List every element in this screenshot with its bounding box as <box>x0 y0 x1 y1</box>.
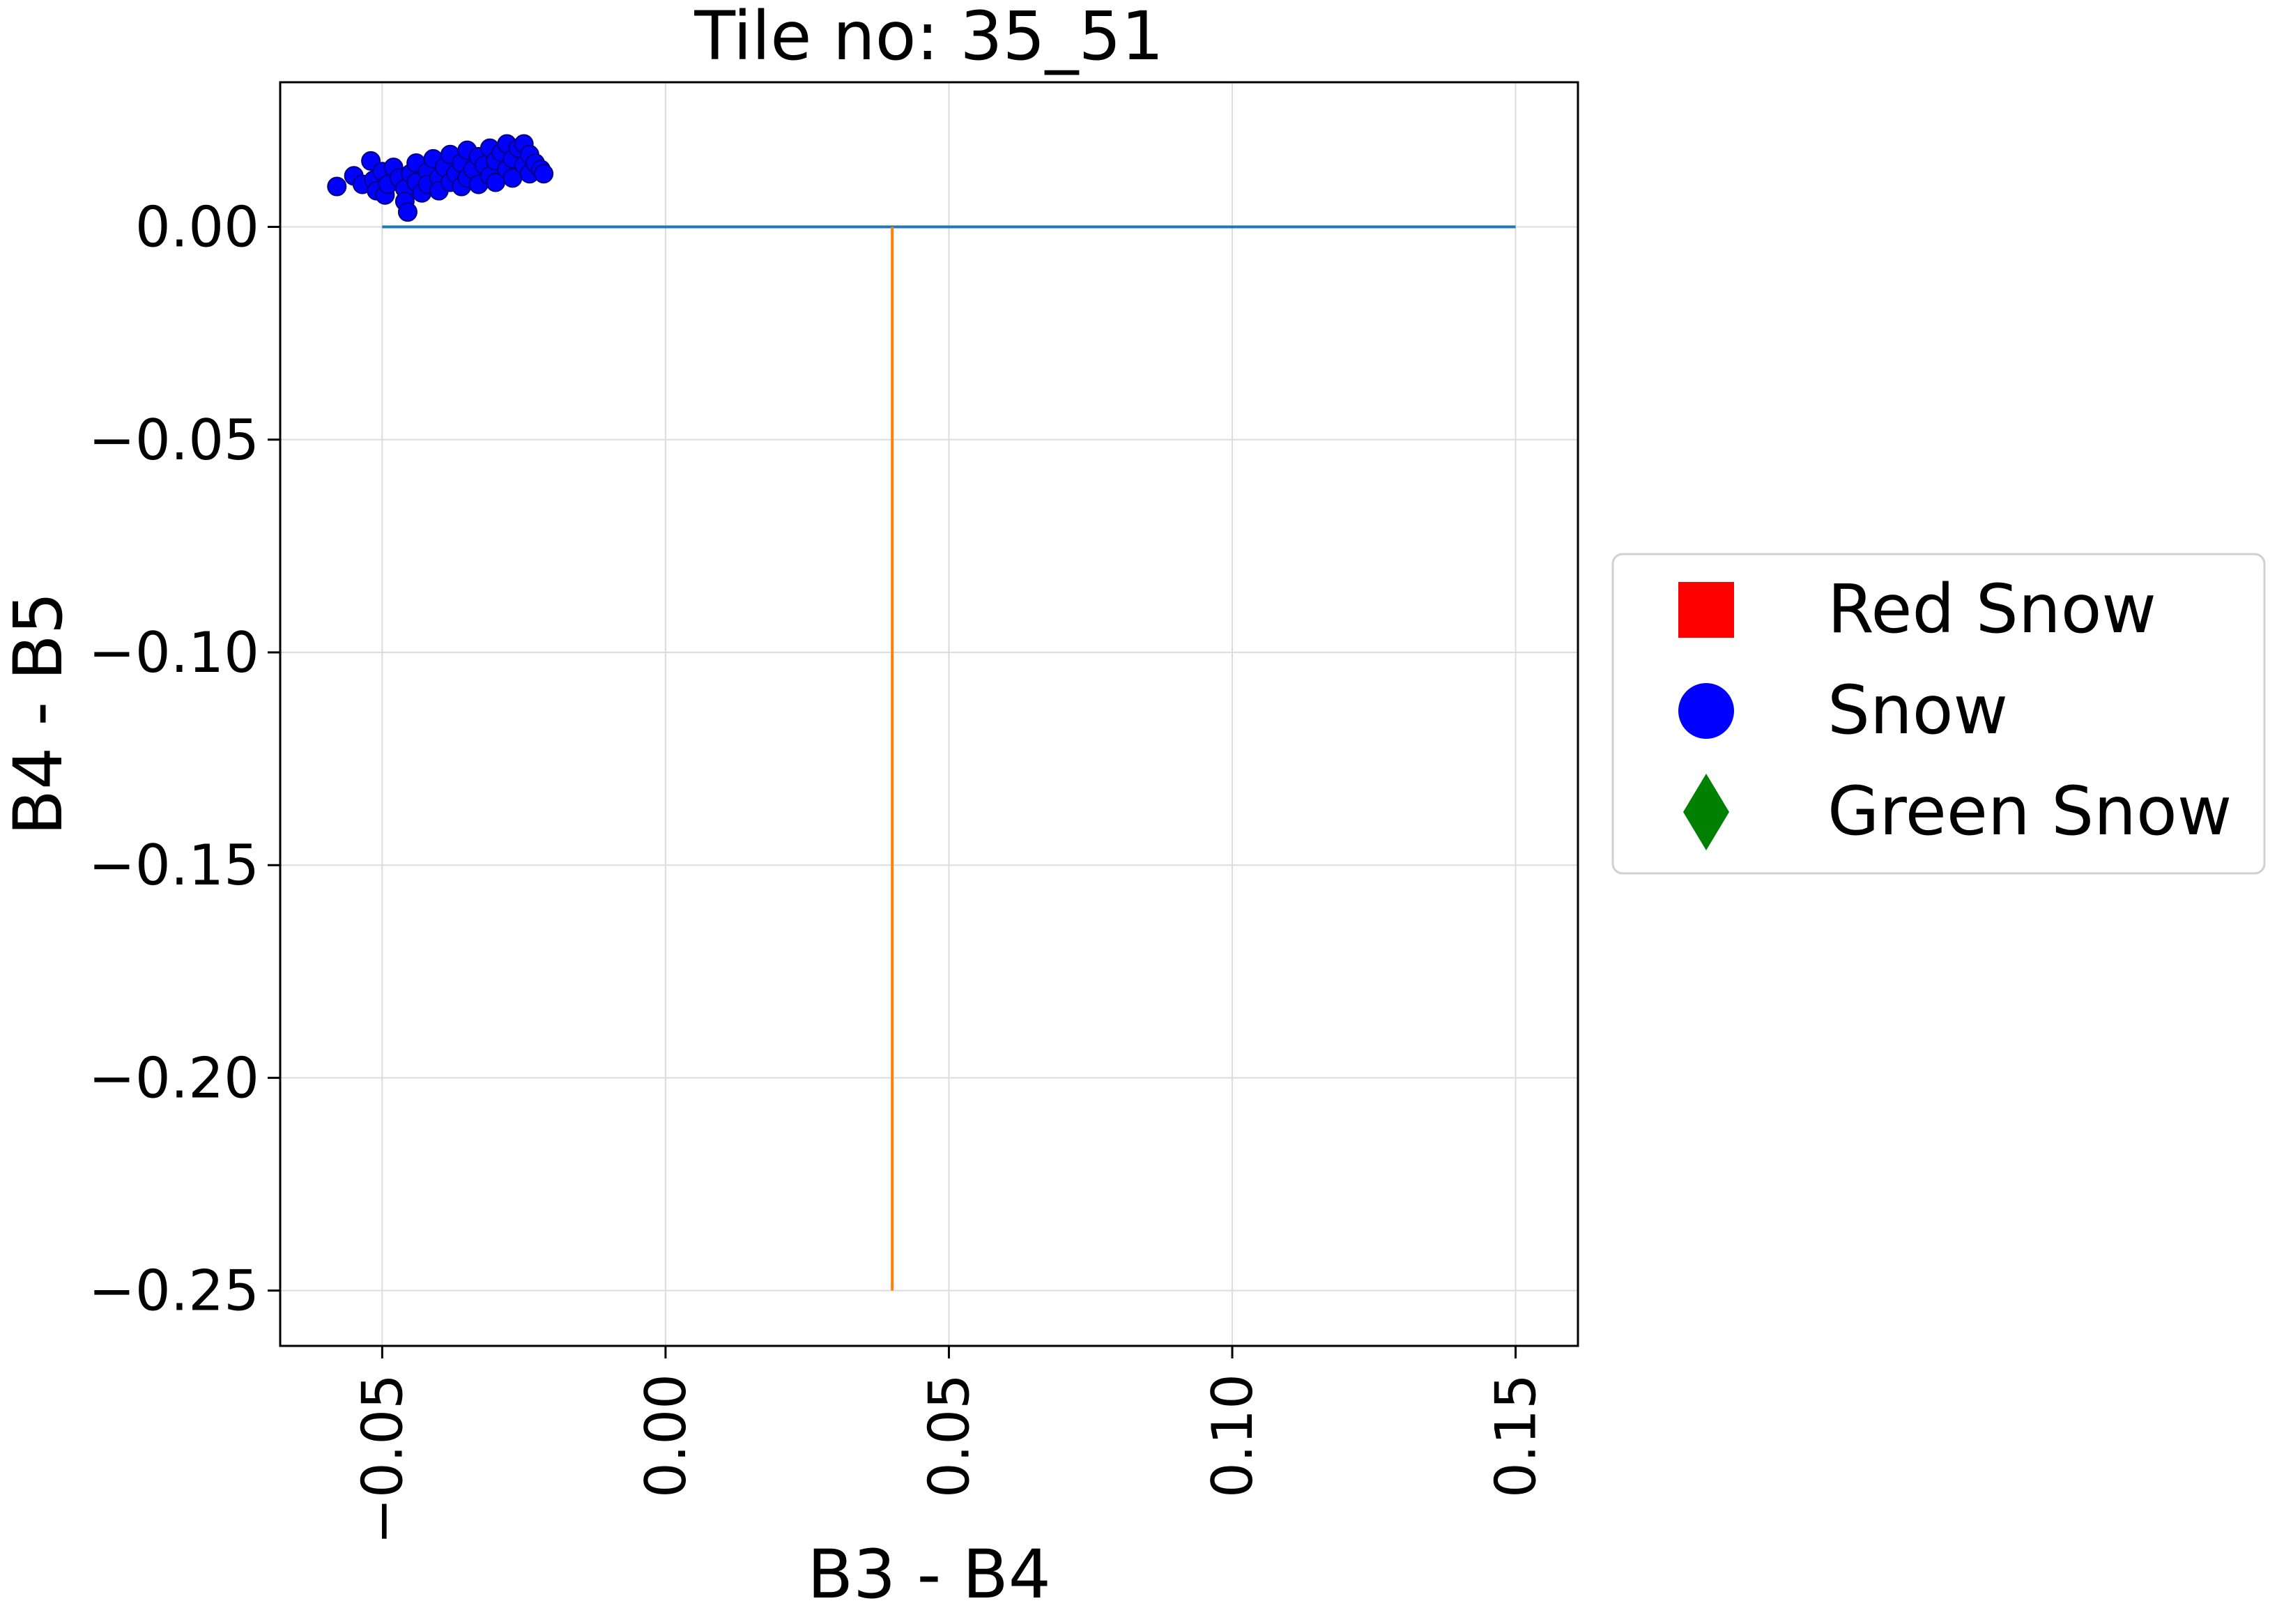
legend-frame <box>1611 553 2266 875</box>
data-points <box>327 134 554 222</box>
legend-marker-red-snow <box>1678 582 1734 638</box>
legend-label-green-snow: Green Snow <box>1827 772 2232 850</box>
x-tick-label: 0.15 <box>1484 1374 1549 1498</box>
grid-lines <box>280 82 1578 1346</box>
x-tick-label: 0.05 <box>917 1374 981 1498</box>
y-tick-label: −0.10 <box>89 620 259 685</box>
legend-label-red-snow: Red Snow <box>1827 570 2156 648</box>
y-tick-label: −0.05 <box>89 408 259 473</box>
legend-marker-snow <box>1678 683 1734 739</box>
y-axis-label: B4 - B5 <box>0 592 77 836</box>
scatter-point <box>397 202 417 222</box>
x-axis-ticks: −0.05 0.00 0.05 0.10 0.15 <box>350 1346 1549 1545</box>
y-axis-ticks: 0.00 −0.05 −0.10 −0.15 −0.20 −0.25 <box>89 195 280 1324</box>
scatter-point <box>327 176 347 197</box>
y-tick-label: −0.15 <box>89 833 259 898</box>
x-tick-label: −0.05 <box>350 1374 415 1545</box>
chart-title: Tile no: 35_51 <box>693 0 1163 75</box>
plot-frame <box>279 81 1579 1347</box>
x-tick-label: 0.10 <box>1200 1374 1265 1498</box>
x-axis-label: B3 - B4 <box>807 1535 1051 1614</box>
x-tick-label: 0.00 <box>634 1374 698 1498</box>
legend-marker-green-snow <box>1683 774 1729 850</box>
scatter-point <box>534 164 554 184</box>
y-tick-label: −0.25 <box>89 1259 259 1324</box>
legend: Red Snow Snow Green Snow <box>1611 553 2266 875</box>
legend-label-snow: Snow <box>1827 671 2008 749</box>
y-tick-label: 0.00 <box>135 195 259 260</box>
y-tick-label: −0.20 <box>89 1045 259 1110</box>
reference-lines <box>382 225 1516 1291</box>
